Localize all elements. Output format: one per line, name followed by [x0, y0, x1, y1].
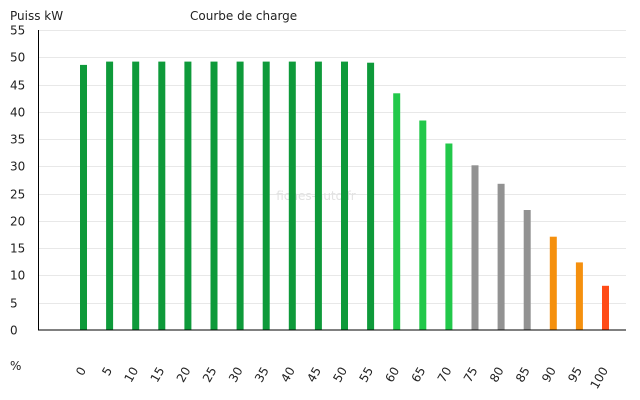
- bar-40: [288, 61, 296, 330]
- bar-25: [210, 61, 218, 330]
- x-tick-label: 40: [278, 365, 298, 385]
- bar-45: [314, 61, 322, 330]
- bar-95: [575, 262, 583, 330]
- x-tick-label: 30: [226, 365, 246, 385]
- x-tick-label: 90: [539, 365, 559, 385]
- y-tick-labels: 0 5 10 15 20 25 30 35 40 45 50 55: [10, 24, 25, 338]
- grid-lines: [38, 30, 626, 304]
- y-tick-label: 50: [10, 51, 25, 65]
- bar-80: [497, 183, 505, 330]
- x-tick-label: 80: [487, 365, 507, 385]
- y-tick-label: 55: [10, 24, 25, 38]
- bar-20: [184, 61, 192, 330]
- bar-70: [445, 143, 453, 330]
- x-tick-label: 70: [435, 365, 455, 385]
- y-tick-label: 45: [10, 79, 25, 93]
- bar-65: [419, 120, 427, 330]
- bar-5: [106, 61, 114, 330]
- bar-55: [367, 62, 375, 330]
- bar-60: [393, 93, 401, 330]
- bar-90: [549, 236, 557, 330]
- x-tick-label: 45: [304, 365, 324, 385]
- y-tick-label: 20: [10, 215, 25, 229]
- y-tick-label: 0: [10, 324, 18, 338]
- y-axis-label: Puiss kW: [10, 9, 63, 23]
- x-tick-label: 15: [148, 365, 168, 385]
- bar-0: [80, 64, 87, 331]
- bar-100: [602, 285, 609, 330]
- x-tick-label: 75: [461, 365, 481, 385]
- bar-10: [132, 61, 140, 330]
- chart-title: Courbe de charge: [190, 9, 297, 23]
- x-tick-label: 95: [565, 365, 585, 385]
- x-tick-label: 10: [122, 365, 142, 385]
- y-tick-label: 40: [10, 106, 25, 120]
- x-tick-labels: 0 5 10 15 20 25 30 35 40 45 50 55 60 65 70 75 80 85 90 95 10…: [73, 365, 611, 392]
- bar-50: [341, 61, 348, 330]
- y-tick-label: 25: [10, 188, 25, 202]
- bar-75: [471, 165, 479, 330]
- x-tick-label: 25: [200, 365, 220, 385]
- x-tick-label: 65: [409, 365, 429, 385]
- y-tick-label: 10: [10, 269, 25, 283]
- y-tick-label: 5: [10, 297, 18, 311]
- bar-30: [236, 61, 244, 330]
- x-tick-label: 50: [330, 365, 350, 385]
- bar-35: [262, 61, 270, 330]
- x-tick-label: 5: [99, 365, 115, 379]
- x-tick-label: 60: [383, 365, 403, 385]
- x-tick-label: 100: [588, 365, 612, 392]
- y-tick-label: 30: [10, 160, 25, 174]
- x-tick-label: 0: [73, 365, 89, 379]
- x-tick-label: 20: [174, 365, 194, 385]
- x-tick-label: 85: [513, 365, 533, 385]
- y-tick-label: 35: [10, 133, 25, 147]
- x-tick-label: 55: [356, 365, 376, 385]
- bars: [80, 61, 609, 331]
- y-tick-label: 15: [10, 242, 25, 256]
- x-axis-label: %: [10, 359, 21, 373]
- x-tick-label: 35: [252, 365, 272, 385]
- bar-85: [523, 210, 531, 330]
- bar-15: [158, 61, 166, 330]
